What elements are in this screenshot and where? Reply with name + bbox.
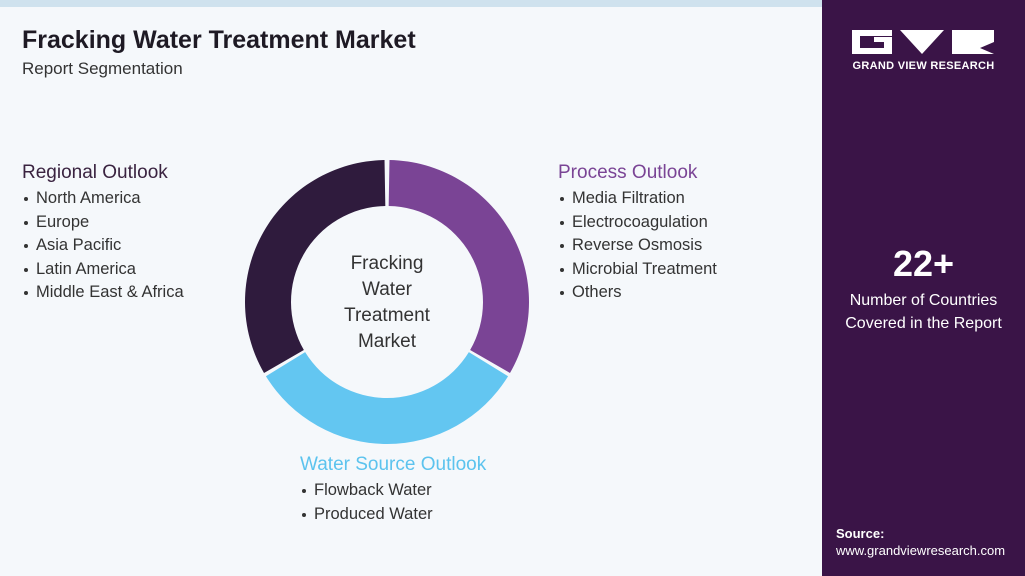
brand: GRAND VIEW RESEARCH bbox=[852, 60, 995, 72]
donut: Fracking Water Treatment Market bbox=[245, 160, 529, 444]
donut-segment bbox=[245, 160, 386, 373]
segment-item: North America bbox=[22, 189, 141, 208]
segment-item: Microbial Treatment bbox=[558, 260, 717, 279]
segment-item: Produced Water bbox=[300, 505, 433, 524]
center-label: Water bbox=[362, 279, 413, 300]
segment-item: Electrocoagulation bbox=[558, 213, 708, 232]
segment-title: Water Source Outlook bbox=[300, 454, 487, 475]
center-label: Market bbox=[358, 331, 417, 352]
segment-item: Flowback Water bbox=[300, 481, 432, 500]
segment-item: Middle East & Africa bbox=[22, 283, 184, 302]
logo bbox=[852, 30, 994, 54]
stat-label: Covered in the Report bbox=[845, 315, 1002, 332]
segment-item: Europe bbox=[22, 213, 89, 232]
source-url: www.grandviewresearch.com bbox=[836, 543, 1006, 558]
main-panel bbox=[0, 7, 822, 576]
source-label: Source: bbox=[836, 526, 885, 541]
center-label: Fracking bbox=[351, 253, 424, 274]
segment-item: Media Filtration bbox=[558, 189, 685, 208]
segment-title: Regional Outlook bbox=[22, 162, 168, 183]
subtitle: Report Segmentation bbox=[22, 59, 183, 78]
center-label: Treatment bbox=[344, 305, 431, 326]
segment-item: Others bbox=[558, 283, 622, 302]
stat: 22+ bbox=[892, 243, 955, 284]
title: Fracking Water Treatment Market bbox=[22, 26, 416, 54]
segment-item: Asia Pacific bbox=[22, 236, 121, 255]
donut-segment bbox=[388, 160, 529, 373]
donut-segment bbox=[265, 352, 509, 444]
stat-label: Number of Countries bbox=[849, 292, 998, 309]
segment-item: Reverse Osmosis bbox=[558, 236, 702, 255]
segment-item: Latin America bbox=[22, 260, 136, 279]
sidebar bbox=[822, 0, 1025, 576]
top-band bbox=[0, 0, 822, 7]
segment-title: Process Outlook bbox=[558, 162, 698, 183]
